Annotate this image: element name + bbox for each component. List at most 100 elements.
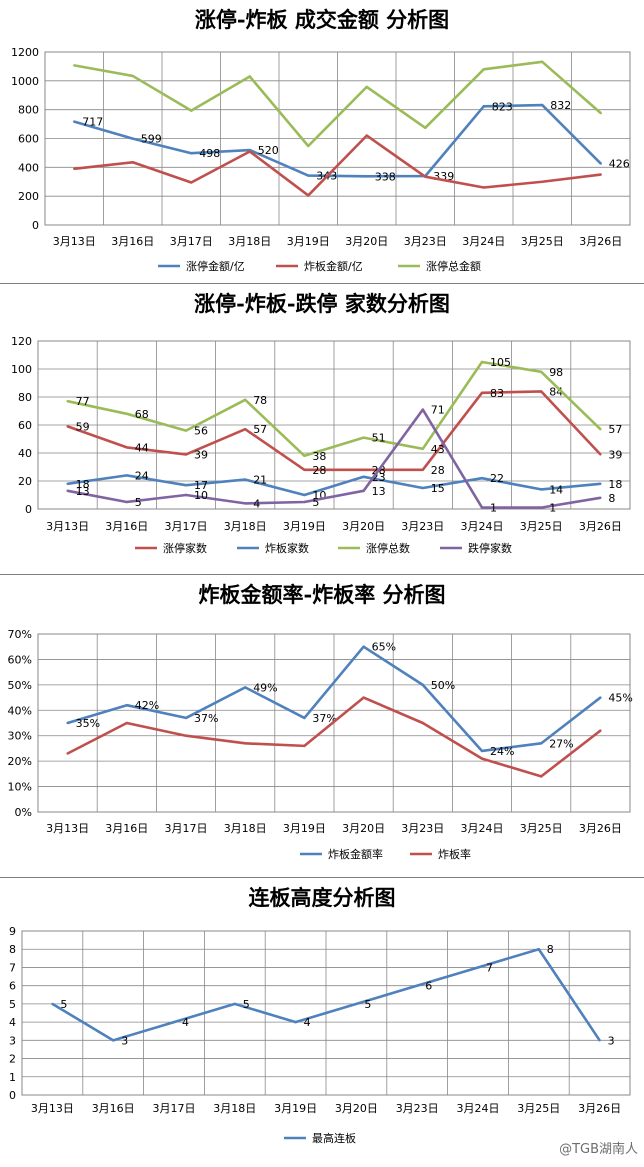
series-line [73, 103, 602, 178]
data-label: 39 [608, 448, 622, 461]
data-point [599, 482, 602, 485]
x-tick-label: 3月24日 [457, 1102, 500, 1115]
data-label: 50% [431, 679, 455, 692]
x-tick-label: 3月17日 [153, 1102, 196, 1115]
data-label: 37% [312, 712, 336, 725]
y-tick-label: 1 [9, 1071, 16, 1084]
data-point [66, 482, 69, 485]
y-tick-label: 60 [18, 419, 32, 432]
data-point [294, 1020, 297, 1024]
data-point [424, 175, 427, 178]
data-point [480, 391, 484, 394]
data-point [66, 721, 69, 725]
chart-panel-amount: 涨停-炸板 成交金额 分析图 0 200 400 600 800 1000 1200 3月13… [0, 0, 644, 284]
data-label: 13 [76, 485, 90, 498]
data-label: 498 [199, 147, 220, 160]
data-point [421, 486, 424, 490]
data-label: 44 [135, 441, 149, 454]
chart-panel-height: 连板高度分析图 0 1 2 3 4 5 6 7 8 9 3月13日 3月16日 3月17日 3月18日 3月… [0, 878, 644, 1163]
y-tick-label: 10% [8, 781, 32, 794]
data-point [190, 152, 193, 155]
y-tick-label: 2 [9, 1053, 16, 1066]
data-label: 7 [486, 961, 493, 974]
data-point [362, 645, 365, 648]
data-point [131, 161, 134, 164]
x-tick-label: 3月25日 [520, 520, 563, 533]
data-point [125, 721, 128, 725]
y-tick-label: 3 [9, 1034, 16, 1047]
data-point [476, 966, 480, 969]
legend-label: 跌停家数 [468, 541, 512, 555]
y-tick-label: 9 [9, 925, 16, 938]
x-tick-label: 3月23日 [401, 520, 444, 533]
data-point [482, 105, 485, 108]
data-point [424, 126, 427, 130]
data-label: 599 [141, 133, 162, 146]
y-tick-label: 100 [11, 363, 32, 376]
data-label: 3 [121, 1034, 128, 1047]
data-point [172, 1020, 176, 1024]
x-tick-label: 3月18日 [224, 822, 267, 835]
data-point [540, 488, 543, 491]
data-point [480, 506, 484, 509]
data-point [303, 500, 306, 504]
data-point [244, 686, 247, 689]
data-label: 38 [312, 450, 326, 463]
data-point [51, 1002, 54, 1006]
data-point [480, 757, 484, 760]
data-label: 39 [194, 448, 208, 461]
data-label: 8 [608, 492, 615, 505]
x-tick-label: 3月18日 [213, 1102, 256, 1115]
x-tick-label: 3月16日 [105, 822, 148, 835]
legend-label: 最高连板 [312, 1131, 356, 1145]
data-label: 28 [312, 464, 326, 477]
data-label: 832 [550, 99, 571, 112]
x-tick-label: 3月16日 [111, 235, 154, 248]
data-point [540, 775, 543, 778]
data-point [233, 1002, 236, 1006]
x-tick-label: 3月13日 [53, 235, 96, 248]
data-label: 59 [76, 420, 90, 433]
y-tick-label: 120 [11, 335, 32, 348]
data-label: 13 [372, 485, 386, 498]
y-tick-label: 20 [18, 475, 32, 488]
y-tick-label: 70% [8, 628, 32, 641]
y-tick-label: 4 [9, 1016, 16, 1029]
legend-label: 炸板金额/亿 [304, 259, 363, 273]
x-tick-label: 3月16日 [105, 520, 148, 533]
data-label: 35% [76, 717, 100, 730]
x-tick-label: 3月17日 [170, 235, 213, 248]
chart-title: 炸板金额率-炸板率 分析图 [198, 582, 446, 607]
x-tick-label: 3月13日 [46, 822, 89, 835]
data-label: 1 [490, 502, 497, 515]
data-point [125, 412, 128, 415]
rate-line-chart: 0% 10% 20% 30% 40% 50% 60% 70% 3月13日 3月16日 3月17日 3月… [8, 628, 633, 861]
data-point [73, 167, 76, 170]
data-point [599, 162, 602, 165]
data-point [184, 493, 188, 497]
x-tick-label: 3月13日 [46, 520, 89, 533]
data-point [244, 398, 247, 401]
series-line [67, 390, 602, 472]
x-tick-label: 3月24日 [461, 520, 504, 533]
height-line-chart: 0 1 2 3 4 5 6 7 8 9 3月13日 3月16日 3月17日 3月18日 3月19日 3月20日… [9, 925, 631, 1145]
chart-panel-rate: 炸板金额率-炸板率 分析图 0% 10% 20% 30% 40% 50% 60% 70% 3月1… [0, 575, 644, 878]
y-tick-label: 600 [18, 133, 39, 146]
y-tick-label: 1000 [11, 75, 39, 88]
data-point [362, 475, 365, 478]
data-point [303, 454, 306, 457]
x-tick-label: 3月19日 [287, 235, 330, 248]
data-label: 18 [608, 478, 622, 491]
data-label: 43 [431, 443, 445, 456]
x-tick-label: 3月24日 [461, 822, 504, 835]
chart-panel-count: 涨停-炸板-跌停 家数分析图 0 20 40 60 80 100 120 3月13日 3月16日… [0, 284, 644, 575]
data-point [365, 134, 368, 137]
data-point [599, 696, 602, 699]
data-label: 5 [243, 998, 250, 1011]
data-label: 71 [431, 404, 445, 417]
x-tick-label: 3月18日 [228, 235, 271, 248]
data-label: 42% [135, 699, 159, 712]
legend-label: 涨停家数 [163, 541, 207, 555]
data-label: 4 [304, 1016, 311, 1029]
y-tick-label: 400 [18, 161, 39, 174]
